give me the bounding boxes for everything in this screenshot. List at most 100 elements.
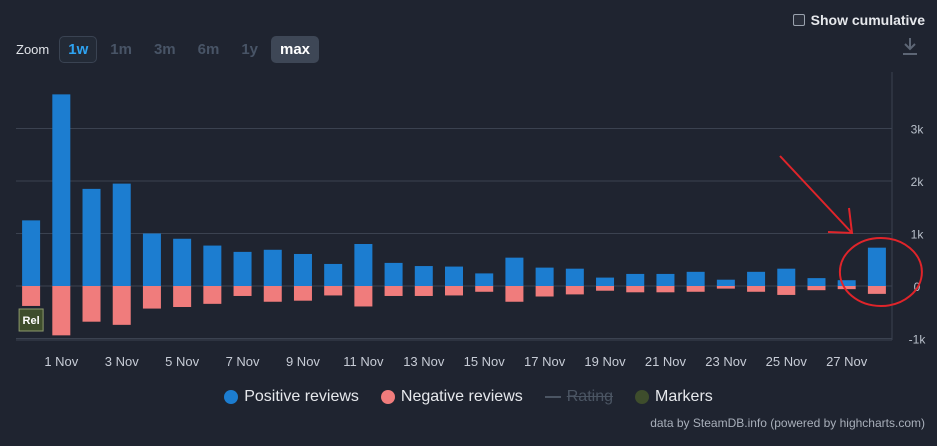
positive-bar — [173, 238, 192, 286]
positive-bar — [82, 188, 101, 286]
negative-bar — [807, 286, 826, 291]
y-tick-label: -1k — [909, 333, 927, 347]
x-tick-label: 3 Nov — [105, 354, 139, 369]
negative-bar — [747, 286, 766, 292]
negative-bar — [233, 286, 252, 296]
x-tick-label: 17 Nov — [524, 354, 566, 369]
x-tick-label: 9 Nov — [286, 354, 320, 369]
negative-bar — [656, 286, 675, 293]
positive-bar — [203, 245, 222, 286]
zoom-1m-button[interactable]: 1m — [110, 41, 132, 58]
positive-bar — [686, 271, 705, 286]
y-tick-label: 2k — [911, 175, 925, 189]
x-tick-label: 7 Nov — [226, 354, 260, 369]
positive-bar — [716, 279, 735, 286]
negative-bar — [565, 286, 584, 295]
positive-bar — [837, 280, 856, 286]
legend-markers[interactable]: Markers — [635, 388, 713, 406]
positive-bar — [263, 249, 282, 286]
negative-bar — [354, 286, 373, 307]
negative-bar — [263, 286, 282, 302]
y-tick-label: 3k — [911, 123, 925, 137]
negative-bar — [716, 286, 735, 289]
negative-bar — [535, 286, 554, 297]
negative-bar — [142, 286, 161, 309]
y-tick-label: 1k — [911, 228, 925, 242]
negative-bar — [505, 286, 524, 302]
legend-rating-label: Rating — [566, 388, 613, 405]
negative-bar — [82, 286, 101, 322]
legend-positive-label: Positive reviews — [244, 388, 359, 405]
negative-bar — [837, 286, 856, 290]
zoom-max-button[interactable]: max — [271, 36, 320, 63]
positive-bar — [535, 267, 554, 286]
zoom-controls: Zoom 1w 1m 3m 6m 1y max — [16, 36, 320, 63]
annotation-arrow — [779, 155, 853, 234]
zoom-1y-button[interactable]: 1y — [241, 41, 258, 58]
negative-bar — [867, 286, 886, 294]
negative-bar — [22, 286, 41, 306]
positive-bar — [626, 273, 645, 286]
negative-bar — [52, 286, 71, 336]
negative-bar — [414, 286, 433, 296]
positive-bar — [52, 94, 71, 286]
zoom-6m-button[interactable]: 6m — [197, 41, 220, 58]
positive-bar — [505, 257, 524, 286]
negative-bar — [173, 286, 192, 307]
positive-bar — [293, 253, 312, 286]
negative-bar — [384, 286, 403, 296]
positive-bar — [354, 244, 373, 286]
negative-bar — [293, 286, 312, 301]
positive-dot-icon — [224, 390, 239, 404]
annotation-circle — [838, 237, 923, 307]
x-tick-label: 25 Nov — [766, 354, 808, 369]
legend-negative-label: Negative reviews — [400, 388, 523, 405]
legend-markers-label: Markers — [655, 388, 713, 405]
positive-bar — [22, 220, 41, 286]
chart-legend: Positive reviews Negative reviews Rating… — [0, 388, 937, 406]
positive-bar — [414, 266, 433, 286]
legend-positive[interactable]: Positive reviews — [224, 388, 359, 406]
x-tick-label: 1 Nov — [44, 354, 78, 369]
positive-bar — [565, 268, 584, 286]
x-tick-label: 13 Nov — [403, 354, 445, 369]
download-icon[interactable] — [901, 36, 919, 61]
zoom-3m-button[interactable]: 3m — [153, 41, 176, 58]
positive-bar — [233, 251, 252, 286]
positive-bar — [596, 277, 615, 286]
zoom-1w-button[interactable]: 1w — [59, 36, 98, 63]
show-cumulative-toggle[interactable]: Show cumulative — [792, 12, 925, 28]
positive-bar — [112, 183, 131, 286]
markers-dot-icon — [635, 390, 649, 404]
zoom-label: Zoom — [16, 42, 50, 57]
negative-bar — [596, 286, 615, 291]
negative-bar — [626, 286, 645, 293]
positive-bar — [384, 262, 403, 286]
positive-bar — [475, 273, 494, 286]
negative-bar — [324, 286, 343, 296]
x-tick-label: 21 Nov — [645, 354, 687, 369]
negative-bar — [203, 286, 222, 304]
negative-bar — [475, 286, 494, 292]
rating-line-icon — [544, 396, 561, 398]
release-marker-label: Rel — [23, 315, 40, 327]
x-tick-label: 19 Nov — [584, 354, 626, 369]
show-cumulative-label: Show cumulative — [810, 12, 925, 28]
negative-bar — [686, 286, 705, 292]
checkbox[interactable] — [792, 14, 805, 26]
x-tick-label: 27 Nov — [826, 354, 868, 369]
negative-bar — [112, 286, 131, 325]
positive-bar — [142, 233, 161, 286]
positive-bar — [807, 278, 826, 286]
x-tick-label: 5 Nov — [165, 354, 199, 369]
x-tick-label: 15 Nov — [464, 354, 506, 369]
legend-negative[interactable]: Negative reviews — [380, 388, 523, 406]
legend-rating[interactable]: Rating — [544, 388, 613, 406]
annotation-arrow-head — [827, 207, 854, 235]
x-tick-label: 11 Nov — [343, 354, 384, 369]
negative-bar — [777, 286, 796, 295]
positive-bar — [867, 247, 886, 286]
x-tick-label: 23 Nov — [705, 354, 747, 369]
negative-dot-icon — [380, 390, 395, 404]
